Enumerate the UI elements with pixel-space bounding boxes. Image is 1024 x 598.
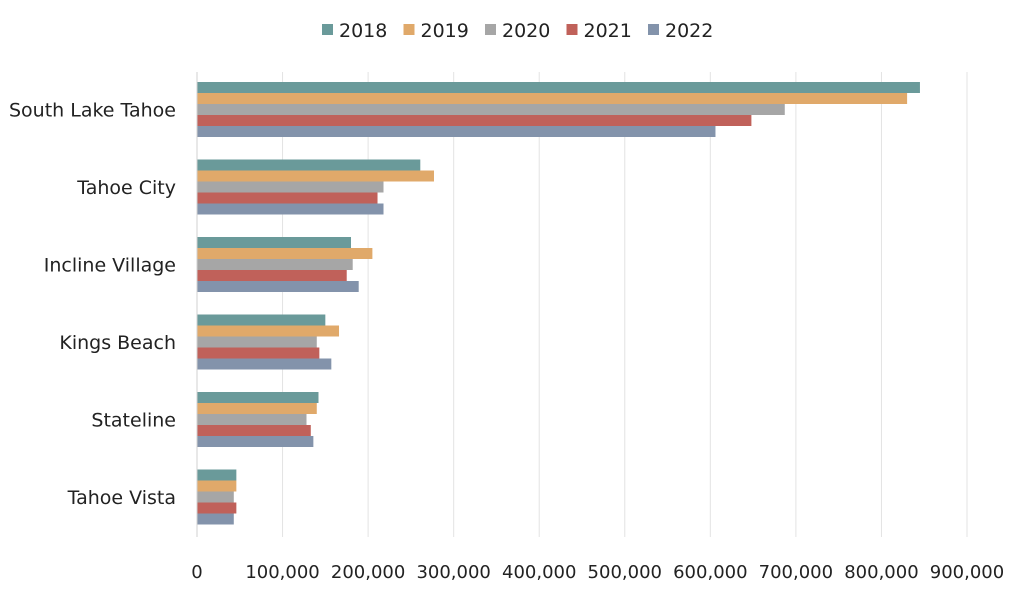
- bar-2019-kings-beach: [197, 325, 340, 337]
- bar-2018-incline-village: [197, 237, 351, 248]
- bar-2021-kings-beach: [197, 347, 320, 359]
- x-tick-label: 400,000: [502, 562, 576, 583]
- category-label: South Lake Tahoe: [9, 100, 176, 122]
- x-tick-label: 700,000: [759, 562, 833, 583]
- bar-2019-incline-village: [197, 248, 373, 259]
- legend-label-2021: 2021: [584, 20, 632, 42]
- bar-2022-incline-village: [197, 281, 359, 292]
- bar-2022-tahoe-vista: [197, 513, 234, 525]
- legend-swatch-2020: [485, 24, 496, 35]
- x-tick-label: 500,000: [588, 562, 662, 583]
- legend-swatch-2019: [403, 24, 415, 35]
- bar-2020-incline-village: [197, 259, 353, 270]
- bar-2018-tahoe-city: [197, 159, 421, 171]
- legend-swatch-2022: [648, 24, 659, 35]
- bar-2018-kings-beach: [197, 314, 326, 326]
- bar-2022-kings-beach: [197, 358, 332, 370]
- legend-label-2020: 2020: [502, 20, 550, 42]
- bar-2021-stateline: [197, 425, 311, 436]
- bar-2019-tahoe-city: [197, 170, 434, 182]
- x-tick-label: 900,000: [930, 562, 1004, 583]
- bars-group: [197, 82, 920, 525]
- bar-2022-tahoe-city: [197, 203, 384, 215]
- bar-2019-south-lake-tahoe: [197, 93, 908, 104]
- category-label: Tahoe Vista: [67, 487, 176, 509]
- bar-2022-south-lake-tahoe: [197, 126, 716, 137]
- legend-label-2018: 2018: [339, 20, 387, 42]
- bar-2019-tahoe-vista: [197, 480, 237, 492]
- bar-2018-tahoe-vista: [197, 469, 237, 481]
- x-tick-label: 100,000: [245, 562, 319, 583]
- category-label: Kings Beach: [59, 332, 176, 354]
- bar-2021-incline-village: [197, 270, 347, 281]
- category-label: Tahoe City: [76, 177, 176, 199]
- bar-2021-south-lake-tahoe: [197, 115, 752, 126]
- legend-label-2019: 2019: [421, 20, 469, 42]
- x-tick-labels: 0 100,000 200,000 300,000 400,000 500,000 600,…: [191, 562, 1004, 583]
- bar-2020-tahoe-vista: [197, 491, 234, 503]
- x-tick-label: 200,000: [331, 562, 405, 583]
- x-tick-label: 600,000: [673, 562, 747, 583]
- category-label: Incline Village: [44, 255, 176, 277]
- category-labels: South Lake Tahoe Tahoe City Incline Villag…: [9, 100, 176, 510]
- bar-2018-south-lake-tahoe: [197, 82, 920, 93]
- legend: 2018 2019 2020 2021 2022: [322, 20, 713, 42]
- bar-2019-stateline: [197, 403, 317, 414]
- bar-2020-stateline: [197, 414, 307, 425]
- bar-2021-tahoe-city: [197, 192, 378, 204]
- legend-swatch-2021: [566, 24, 578, 35]
- gridlines: [282, 72, 968, 537]
- bar-2020-kings-beach: [197, 336, 317, 348]
- bar-2020-south-lake-tahoe: [197, 104, 785, 115]
- x-tick-label: 300,000: [416, 562, 490, 583]
- x-tick-label: 800,000: [844, 562, 918, 583]
- legend-label-2022: 2022: [665, 20, 713, 42]
- bar-2021-tahoe-vista: [197, 502, 237, 514]
- x-tick-label: 0: [191, 562, 202, 583]
- legend-swatch-2018: [322, 24, 333, 35]
- bar-2022-stateline: [197, 436, 314, 447]
- category-label: Stateline: [91, 410, 176, 432]
- bar-2020-tahoe-city: [197, 181, 384, 193]
- bar-2018-stateline: [197, 392, 319, 403]
